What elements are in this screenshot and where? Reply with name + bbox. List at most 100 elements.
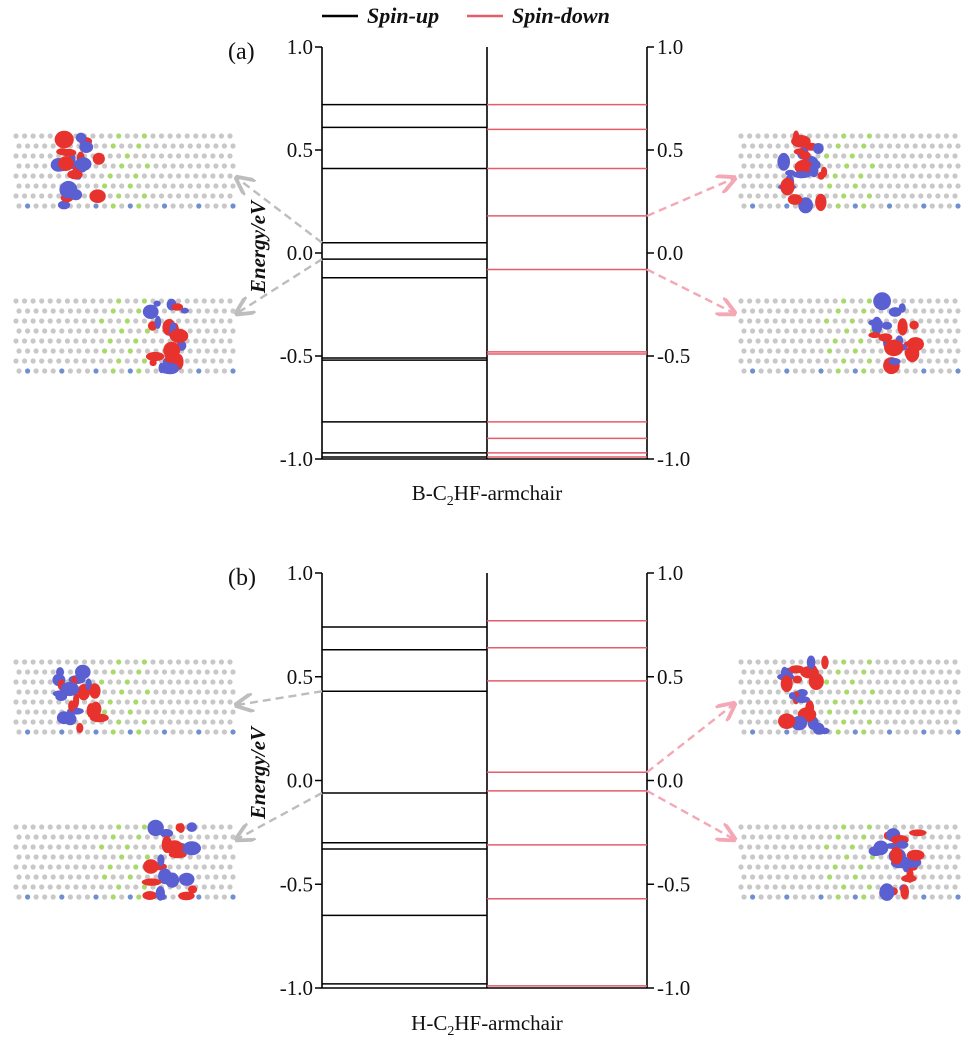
atom [124, 133, 130, 139]
atom [784, 143, 790, 149]
atom [141, 153, 147, 159]
orbital-lobe [881, 321, 893, 330]
atom [943, 719, 950, 725]
atom [835, 834, 841, 840]
atom [116, 719, 122, 725]
atom [921, 348, 927, 354]
atom [33, 328, 39, 334]
atom [64, 844, 70, 850]
orbital-lobe [868, 319, 883, 327]
atom [755, 193, 761, 199]
atom [119, 203, 125, 209]
atom [946, 709, 953, 715]
atom [73, 318, 79, 324]
atom [844, 348, 850, 354]
atom [918, 679, 924, 685]
atom [90, 298, 96, 304]
atom [81, 298, 88, 304]
atom [39, 824, 45, 830]
atom [42, 689, 48, 695]
orbital-lobe [145, 351, 165, 362]
atom [230, 874, 236, 880]
atom [187, 709, 193, 715]
atom [179, 709, 185, 715]
orbital-arrow-up-lower [238, 791, 323, 839]
atom [912, 308, 918, 314]
atom [827, 368, 833, 374]
atom [946, 368, 953, 374]
atom [141, 884, 147, 890]
atom [25, 669, 31, 675]
atom [76, 368, 82, 374]
atom [909, 844, 915, 850]
atom [144, 183, 150, 189]
atom [176, 153, 182, 159]
atom [952, 699, 958, 705]
atom [801, 308, 807, 314]
atom [832, 884, 838, 890]
atom [47, 338, 53, 344]
atom [42, 709, 48, 715]
atom [827, 143, 833, 149]
atom [866, 338, 873, 344]
atom [886, 729, 893, 735]
atom [946, 729, 953, 735]
atom [824, 338, 830, 344]
orbital-lobe [159, 828, 174, 838]
atom [59, 348, 65, 354]
atom [764, 318, 770, 324]
atom [221, 874, 227, 880]
atom [42, 669, 48, 675]
atom [218, 153, 224, 159]
atom [938, 709, 944, 715]
atom [144, 834, 150, 840]
atom [102, 308, 108, 314]
atom [124, 679, 130, 685]
atom [167, 193, 173, 199]
atom [747, 358, 753, 364]
atom [938, 368, 944, 374]
atom [809, 308, 816, 314]
atom [747, 824, 753, 830]
atom [110, 874, 116, 880]
atom [938, 328, 944, 334]
atom [136, 894, 142, 900]
atom [772, 659, 778, 665]
atom [841, 133, 847, 139]
orbital-lobe [788, 692, 796, 700]
atom [184, 153, 190, 159]
atom [935, 824, 941, 830]
orbital-lobe [149, 359, 157, 367]
atom [230, 203, 236, 209]
atom [869, 689, 876, 695]
atom [775, 308, 781, 314]
atom [747, 719, 753, 725]
atom [13, 338, 19, 344]
y-tick-label-left: -0.5 [280, 872, 313, 896]
atom [50, 348, 56, 354]
atom [827, 709, 833, 715]
atom [221, 894, 227, 900]
atom [767, 328, 773, 334]
orbital-lobe [74, 157, 92, 172]
atom [835, 854, 841, 860]
atom [136, 203, 142, 209]
atom [153, 854, 159, 860]
atom [193, 153, 199, 159]
atom [886, 203, 893, 209]
orbital-lobe [901, 874, 917, 883]
atom [929, 669, 935, 675]
atom [755, 679, 761, 685]
atom [952, 153, 958, 159]
atom [187, 348, 193, 354]
atom [33, 163, 39, 169]
atom [81, 338, 88, 344]
atom [789, 318, 796, 324]
atom [99, 358, 105, 364]
atom [789, 844, 796, 850]
orbital-lobe [780, 177, 795, 196]
atom [750, 894, 756, 900]
atom [955, 348, 961, 354]
atom [176, 884, 182, 890]
atom [904, 183, 910, 189]
